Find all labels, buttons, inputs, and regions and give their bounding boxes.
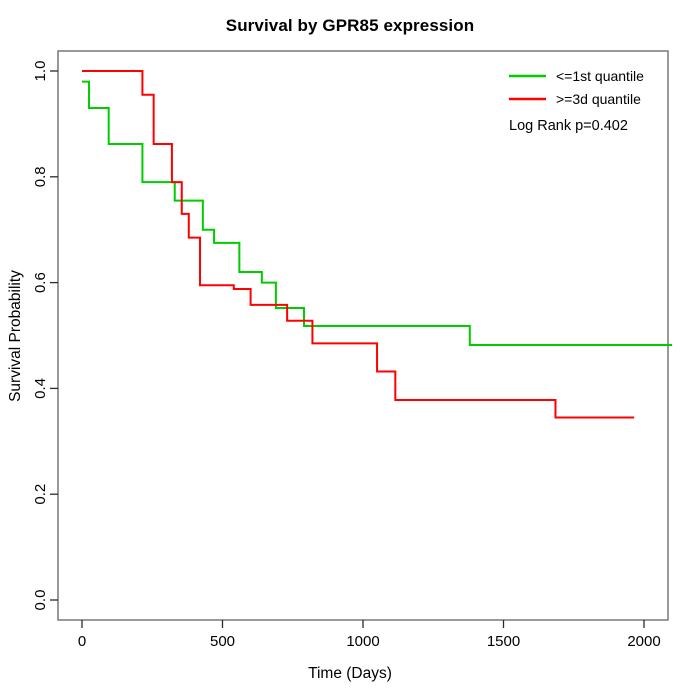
x-tick-label: 500	[210, 633, 235, 650]
survival-curve	[82, 80, 673, 347]
y-tick-label: 0.4	[32, 378, 49, 399]
legend-label: <=1st quantile	[556, 68, 644, 84]
y-tick-label: 1.0	[32, 61, 49, 82]
x-tick-label: 1000	[346, 633, 379, 650]
x-axis-title: Time (Days)	[308, 665, 392, 682]
legend-label: >=3d quantile	[556, 91, 641, 107]
y-tick-label: 0.2	[32, 484, 49, 505]
plot-frame	[57, 50, 669, 621]
survival-curves	[82, 70, 673, 419]
x-tick-label: 0	[78, 633, 86, 650]
y-axis-ticks: 0.0 0.2 0.4 0.6 0.8 1.0	[32, 61, 58, 611]
x-axis-ticks: 0 500 1000 1500 2000	[78, 620, 661, 650]
x-tick-label: 1500	[487, 633, 520, 650]
y-axis-title: Survival Probability	[7, 270, 24, 402]
x-tick-label: 2000	[627, 633, 660, 650]
y-tick-label: 0.0	[32, 590, 49, 611]
survival-curve	[82, 70, 635, 419]
log-rank-p-value: Log Rank p=0.402	[509, 118, 628, 134]
legend: <=1st quantile >=3d quantile Log Rank p=0.…	[509, 68, 644, 134]
y-tick-label: 0.8	[32, 166, 49, 187]
y-tick-label: 0.6	[32, 272, 49, 293]
page-title: Survival by GPR85 expression	[225, 16, 475, 35]
